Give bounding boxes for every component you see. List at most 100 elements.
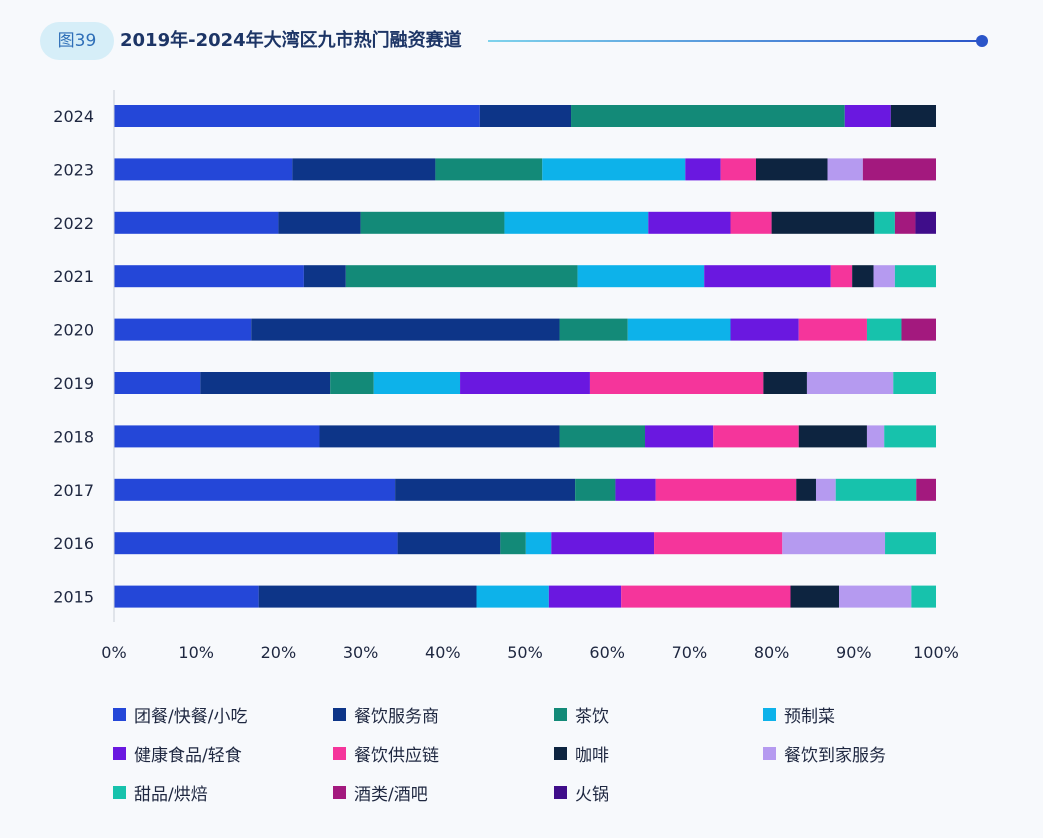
legend-swatch (763, 746, 776, 760)
bar-segment-2022-4 (648, 211, 731, 234)
x-tick-label: 60% (589, 643, 625, 662)
bar-segment-2023-6 (755, 158, 828, 181)
x-tick-label: 50% (507, 643, 543, 662)
bar-segment-2018-0 (114, 425, 320, 448)
y-tick-label: 2019 (53, 374, 94, 393)
bar-segment-2015-1 (258, 585, 477, 608)
bar-segment-2018-7 (866, 425, 885, 448)
legend-item: 预制菜 (763, 702, 835, 727)
bar-segment-2022-1 (278, 211, 361, 234)
bar-segment-2018-6 (798, 425, 867, 448)
bar-segment-2017-5 (655, 478, 797, 501)
bar-segment-2015-5 (621, 585, 791, 608)
legend-item: 餐饮服务商 (333, 702, 439, 727)
legend-item: 咖啡 (554, 741, 609, 766)
bar-segment-2016-8 (885, 532, 936, 555)
legend-label: 预制菜 (784, 706, 835, 727)
bar-segment-2018-8 (884, 425, 936, 448)
bar-segment-2016-3 (525, 532, 552, 555)
bar-segment-2015-0 (114, 585, 259, 608)
legend-label: 咖啡 (575, 745, 609, 766)
bar-segment-2019-6 (763, 372, 807, 394)
y-tick-label: 2023 (53, 160, 94, 179)
bar-segment-2017-1 (395, 478, 576, 501)
bar-segment-2017-8 (835, 478, 917, 501)
legend-item: 酒类/酒吧 (333, 780, 428, 805)
bar-segment-2024-2 (571, 105, 845, 127)
legend-swatch (113, 746, 126, 760)
bar-segment-2022-0 (114, 211, 279, 234)
x-tick-label: 40% (425, 643, 461, 662)
bar-segment-2016-5 (654, 532, 783, 555)
bar-segment-2022-3 (504, 211, 649, 234)
bar-segment-2015-4 (548, 585, 622, 608)
bar-segment-2015-8 (911, 585, 936, 608)
bar-segment-2021-6 (852, 265, 874, 288)
x-tick-label: 90% (836, 643, 872, 662)
bar-segment-2016-2 (500, 532, 526, 555)
bar-segment-2021-7 (873, 265, 895, 288)
bar-segment-2021-8 (894, 265, 936, 288)
legend-swatch (113, 707, 126, 721)
x-axis-labels: 0% 10% 20% 30% 40% 50% 60% 70% 80% 90% 100% (101, 643, 959, 662)
bar-segment-2023-2 (435, 158, 543, 181)
figure-header: 图39 2019年-2024年大湾区九市热门融资赛道 (40, 22, 1000, 62)
y-tick-label: 2022 (53, 214, 94, 233)
bar-segment-2017-6 (796, 478, 816, 501)
bar-segment-2015-6 (790, 585, 840, 608)
bar-segment-2019-2 (330, 372, 374, 394)
legend-item: 健康食品/轻食 (113, 741, 242, 766)
bar-segment-2020-3 (627, 318, 731, 341)
bar-segment-2020-2 (559, 318, 628, 341)
legend-swatch (554, 707, 567, 721)
bar-segment-2019-0 (114, 372, 201, 394)
bar-segment-2018-4 (645, 425, 714, 448)
legend-item: 团餐/快餐/小吃 (113, 702, 248, 727)
legend-swatch (333, 746, 346, 760)
bar-segment-2021-3 (577, 265, 705, 288)
bar-segment-2017-4 (615, 478, 656, 501)
y-tick-label: 2024 (53, 107, 94, 126)
bar-segment-2019-4 (460, 372, 590, 394)
bar-segment-2020-1 (251, 318, 560, 341)
y-tick-label: 2017 (53, 481, 94, 500)
legend-label: 火锅 (575, 784, 609, 805)
bar-segment-2019-5 (589, 372, 764, 394)
bar-segment-2021-2 (345, 265, 578, 288)
bar-segment-2016-1 (397, 532, 501, 555)
title-decoration-dot (976, 35, 988, 47)
bar-segment-2016-4 (551, 532, 655, 555)
bar-segment-2024-4 (844, 105, 891, 127)
chart-legend: 团餐/快餐/小吃 餐饮服务商 茶饮 预制菜 健康食品/轻食 餐饮供应链 咖啡 餐饮到家服务 甜品… (113, 702, 1013, 812)
legend-label: 健康食品/轻食 (134, 745, 242, 766)
y-tick-label: 2021 (53, 267, 94, 286)
bar-segment-2017-9 (916, 478, 936, 501)
bar-segment-2020-0 (114, 318, 252, 341)
legend-item: 餐饮到家服务 (763, 741, 886, 766)
legend-swatch (763, 707, 776, 721)
legend-item: 火锅 (554, 780, 609, 805)
figure-title: 2019年-2024年大湾区九市热门融资赛道 (120, 30, 462, 51)
bar-segment-2022-2 (360, 211, 505, 234)
title-decoration-line (488, 40, 982, 42)
bar-segment-2023-0 (114, 158, 293, 181)
legend-label: 餐饮服务商 (354, 706, 439, 727)
bar-segment-2022-8 (874, 211, 895, 234)
bar-segment-2023-4 (685, 158, 721, 181)
legend-label: 团餐/快餐/小吃 (134, 706, 248, 727)
bar-group (114, 105, 936, 608)
bar-segment-2017-2 (575, 478, 616, 501)
bar-segment-2024-6 (890, 105, 936, 127)
bar-segment-2022-10 (915, 211, 936, 234)
bar-segment-2021-4 (704, 265, 831, 288)
legend-label: 甜品/烘焙 (134, 784, 208, 805)
bar-segment-2017-7 (815, 478, 836, 501)
bar-segment-2023-7 (827, 158, 863, 181)
x-tick-label: 0% (101, 643, 126, 662)
stacked-bar-chart: 2024 2023 2022 2021 2020 2019 2018 2017 2016 2015… (53, 90, 959, 662)
x-tick-label: 80% (754, 643, 790, 662)
bar-segment-2019-3 (373, 372, 461, 394)
bar-segment-2021-1 (303, 265, 346, 288)
y-tick-label: 2016 (53, 534, 94, 553)
bar-segment-2015-3 (476, 585, 549, 608)
